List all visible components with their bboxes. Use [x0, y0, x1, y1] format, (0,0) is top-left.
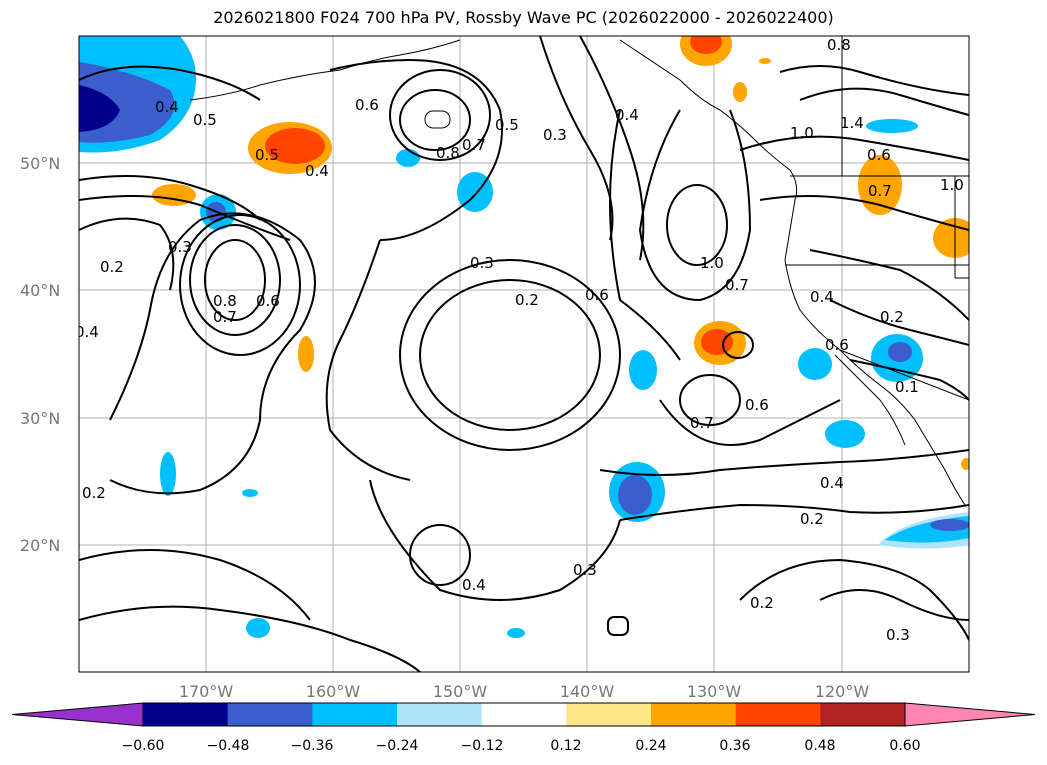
- contour-label: 0.4: [820, 474, 844, 492]
- contour-label: 0.7: [725, 276, 749, 294]
- lon-label: 170°W: [179, 682, 234, 701]
- contour-label: 0.8: [436, 144, 460, 162]
- contour-label: 0.6: [825, 336, 849, 354]
- lat-label: 20°N: [20, 536, 60, 555]
- colorbar-tick-label: −0.36: [291, 738, 334, 754]
- contour-label: 0.4: [810, 288, 834, 306]
- colorbar-tick-label: −0.48: [207, 738, 250, 754]
- colorbar-segment: [820, 703, 906, 726]
- map-title: 2026021800 F024 700 hPa PV, Rossby Wave …: [213, 8, 834, 27]
- contour-label: 0.2: [800, 510, 824, 528]
- map-frame: [78, 35, 970, 673]
- contour-label: 1.0: [940, 176, 964, 194]
- colorbar-segment: [735, 703, 821, 726]
- contour-label: 0.2: [750, 594, 774, 612]
- contour-label: 0.6: [585, 286, 609, 304]
- colorbar-segment: [312, 703, 398, 726]
- contour-label: 0.8: [213, 292, 237, 310]
- contour-label: 1.0: [700, 254, 724, 272]
- contour-label: 0.5: [255, 146, 279, 164]
- contour-label: 0.4: [75, 323, 99, 341]
- colorbar-segment: [651, 703, 737, 726]
- positive-anomaly-shading: [152, 36, 969, 470]
- lon-label: 160°W: [306, 682, 361, 701]
- contour-label: 0.4: [155, 98, 179, 116]
- contour-label: 0.4: [462, 576, 486, 594]
- contour-label: 0.7: [213, 308, 237, 326]
- contour-label: 0.3: [168, 238, 192, 256]
- contour-label: 0.8: [827, 36, 851, 54]
- colorbar-tick-label: 0.12: [550, 738, 581, 754]
- lat-label: 40°N: [20, 281, 60, 300]
- colorbar-segment: [481, 703, 567, 726]
- contour-label: 0.5: [193, 111, 217, 129]
- contour-label: 0.3: [543, 126, 567, 144]
- contour-label: 0.3: [470, 254, 494, 272]
- negative-anomaly-shading: [79, 36, 969, 638]
- colorbar-segment: [143, 703, 229, 726]
- colorbar-tick-label: 0.60: [889, 738, 920, 754]
- longitude-labels: 170°W 160°W 150°W 140°W 130°W 120°W: [179, 682, 870, 701]
- colorbar-segment: [566, 703, 652, 726]
- colorbar-extend-low: [11, 702, 144, 727]
- contour-label: 0.6: [256, 292, 280, 310]
- contour-label: 1.0: [790, 124, 814, 142]
- colorbar-ticks: −0.60 −0.48 −0.36 −0.24 −0.12 0.12 0.24 …: [122, 738, 921, 754]
- contour-label: 0.7: [462, 136, 486, 154]
- colorbar-segments: [11, 702, 1036, 727]
- contour-label: 0.7: [868, 182, 892, 200]
- contour-label: 0.3: [573, 561, 597, 579]
- lon-label: 140°W: [560, 682, 615, 701]
- contour-label: 0.4: [615, 106, 639, 124]
- contour-label: 0.2: [880, 308, 904, 326]
- map-background: [79, 36, 969, 672]
- contour-label: 0.2: [515, 291, 539, 309]
- contour-label: 1.4: [840, 114, 864, 132]
- lon-label: 120°W: [815, 682, 870, 701]
- contour-label: 0.4: [305, 162, 329, 180]
- lat-label: 30°N: [20, 409, 60, 428]
- colorbar: −0.60 −0.48 −0.36 −0.24 −0.12 0.12 0.24 …: [11, 702, 1036, 754]
- contour-label: 0.5: [495, 116, 519, 134]
- colorbar-tick-label: −0.12: [461, 738, 504, 754]
- contour-label: 0.6: [745, 396, 769, 414]
- contour-label: 0.3: [886, 626, 910, 644]
- colorbar-tick-label: −0.24: [376, 738, 419, 754]
- lon-label: 130°W: [687, 682, 742, 701]
- contour-label: 0.2: [100, 258, 124, 276]
- colorbar-extend-high: [904, 702, 1036, 727]
- contour-labels: 0.4 0.5 0.5 0.4 0.6 0.8 0.7 0.5 0.3 0.4 …: [75, 36, 964, 644]
- colorbar-frame: [142, 702, 906, 727]
- lon-label: 150°W: [433, 682, 488, 701]
- lat-label: 50°N: [20, 154, 60, 173]
- map-content: 0.4 0.5 0.5 0.4 0.6 0.8 0.7 0.5 0.3 0.4 …: [75, 36, 969, 672]
- contour-label: 0.6: [867, 146, 891, 164]
- colorbar-segment: [227, 703, 313, 726]
- contour-label: 0.6: [355, 96, 379, 114]
- contour-label: 0.1: [895, 378, 919, 396]
- latitude-labels: 50°N 40°N 30°N 20°N: [20, 154, 60, 555]
- colorbar-tick-label: 0.36: [719, 738, 750, 754]
- colorbar-tick-label: −0.60: [122, 738, 165, 754]
- pv-contours: [79, 36, 969, 672]
- colorbar-tick-label: 0.48: [804, 738, 835, 754]
- contour-label: 0.7: [690, 414, 714, 432]
- contour-label: 0.2: [82, 484, 106, 502]
- colorbar-segment: [397, 703, 483, 726]
- colorbar-tick-label: 0.24: [635, 738, 666, 754]
